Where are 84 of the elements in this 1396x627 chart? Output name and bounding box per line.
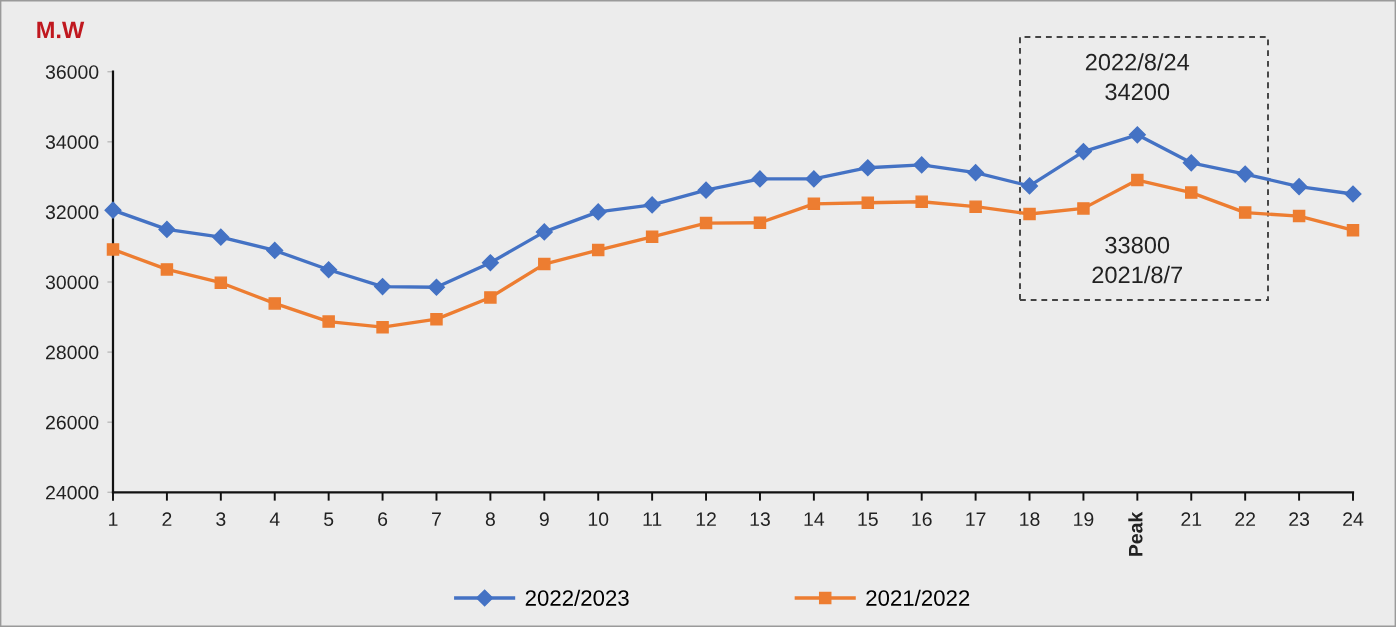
- x-tick-label: 7: [432, 512, 441, 526]
- point: [1074, 143, 1092, 161]
- point: [915, 195, 928, 208]
- y-tick-label: 28000: [46, 345, 99, 360]
- y-tick-label: 36000: [45, 65, 99, 79]
- point: [427, 278, 446, 296]
- point: [1020, 177, 1039, 195]
- point: [1344, 185, 1362, 203]
- x-tick-label: 1: [109, 512, 118, 526]
- annotation: 2022/8/24 34200: [1085, 53, 1190, 101]
- x-tick-label: 22: [1235, 512, 1256, 526]
- y-tick-label: 30000: [45, 275, 99, 290]
- x-tick-label: 24: [1343, 512, 1364, 526]
- point: [697, 181, 715, 199]
- point: [212, 228, 230, 246]
- y-axis-title: M.W: [37, 21, 85, 39]
- y-tick-label: 24000: [46, 485, 99, 500]
- point: [969, 200, 982, 213]
- point: [1185, 186, 1198, 199]
- point: [104, 201, 122, 219]
- x-tick-label: 19: [1074, 512, 1094, 527]
- point: [535, 223, 553, 241]
- y-tick-label: 32000: [45, 205, 99, 220]
- point: [1131, 173, 1144, 187]
- point: [805, 170, 823, 188]
- point: [861, 196, 875, 210]
- point: [484, 291, 497, 304]
- point: [591, 243, 605, 257]
- point: [214, 276, 228, 289]
- x-tick-label: 12: [696, 512, 716, 526]
- point: [430, 312, 443, 326]
- point: [481, 254, 499, 272]
- point: [753, 216, 767, 230]
- point: [322, 315, 335, 328]
- x-tick-label: 11: [643, 512, 662, 526]
- point: [859, 159, 877, 177]
- x-tick-label: 17: [966, 512, 986, 526]
- point: [266, 241, 284, 260]
- x-tick-label: 10: [588, 512, 609, 527]
- x-tick-label: 18: [1020, 512, 1040, 527]
- legend-label: 2022/2023: [525, 589, 629, 606]
- x-tick-label: Peak: [1128, 511, 1143, 556]
- point: [158, 220, 176, 238]
- point: [1023, 207, 1036, 221]
- x-tick-label: 14: [804, 512, 825, 526]
- x-tick-label: 9: [539, 512, 549, 527]
- x-tick-label: 4: [269, 512, 280, 526]
- y-tick-label: 26000: [46, 415, 99, 430]
- x-tick-label: 15: [858, 512, 878, 527]
- point: [699, 216, 713, 230]
- point: [538, 257, 551, 271]
- x-tick-label: 6: [378, 512, 388, 527]
- point: [1182, 154, 1200, 172]
- point: [645, 230, 659, 244]
- x-tick-label: 23: [1289, 512, 1310, 527]
- point: [807, 197, 821, 211]
- point: [268, 297, 281, 310]
- y-tick-label: 34000: [45, 135, 99, 150]
- x-tick-label: 16: [912, 512, 932, 527]
- x-tick-label: 3: [216, 512, 226, 527]
- point: [1077, 202, 1090, 215]
- point: [320, 261, 338, 279]
- point: [376, 320, 389, 334]
- point: [1292, 209, 1306, 223]
- point: [374, 278, 392, 296]
- point: [160, 263, 174, 276]
- annotation: 33800 2021/8/7: [1092, 236, 1183, 284]
- point: [589, 203, 607, 221]
- point: [751, 170, 769, 188]
- x-tick-label: 13: [750, 512, 770, 527]
- point: [913, 156, 931, 174]
- x-tick-label: 21: [1181, 512, 1202, 526]
- point: [967, 164, 985, 182]
- point: [1236, 165, 1254, 183]
- x-tick-label: 8: [485, 512, 495, 527]
- legend-label: 2021/2022: [866, 589, 970, 606]
- point: [643, 196, 661, 214]
- point: [1238, 206, 1252, 219]
- x-tick-label: 5: [324, 512, 334, 527]
- point: [1346, 223, 1360, 237]
- point: [1128, 126, 1146, 144]
- point: [106, 243, 120, 256]
- point: [1290, 178, 1308, 196]
- x-tick-label: 2: [162, 512, 172, 526]
